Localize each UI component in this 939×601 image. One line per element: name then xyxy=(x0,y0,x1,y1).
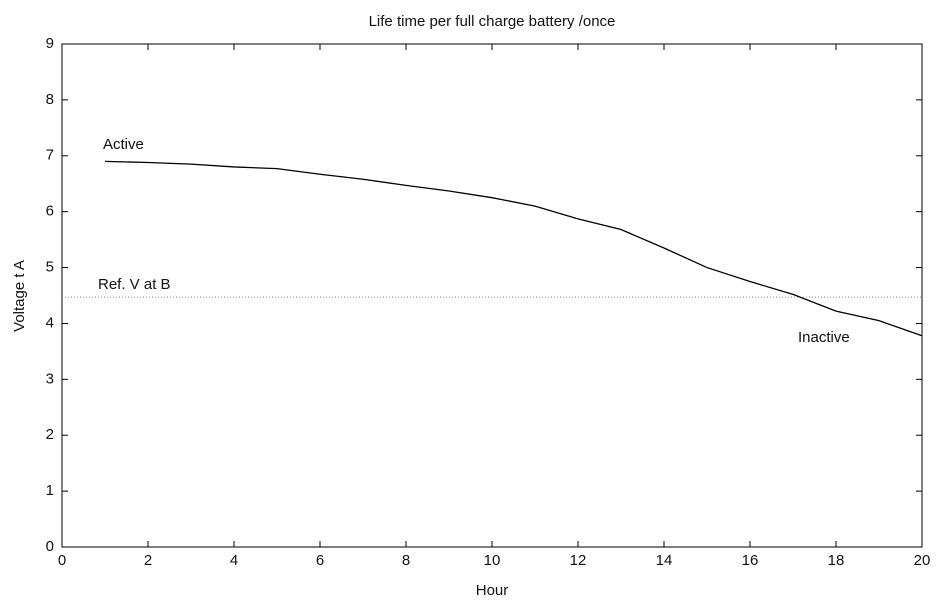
y-tick-label: 0 xyxy=(46,538,54,555)
x-tick-label: 10 xyxy=(484,552,501,569)
y-tick-label: 8 xyxy=(46,91,54,108)
x-tick-label: 20 xyxy=(914,552,931,569)
x-tick-label: 14 xyxy=(656,552,673,569)
x-tick-label: 8 xyxy=(402,552,410,569)
x-tick-label: 0 xyxy=(58,552,66,569)
x-tick-label: 12 xyxy=(570,552,587,569)
y-tick-label: 4 xyxy=(46,314,54,331)
y-tick-label: 5 xyxy=(46,259,54,276)
x-tick-label: 4 xyxy=(230,552,238,569)
y-tick-label: 3 xyxy=(46,370,54,387)
x-tick-label: 6 xyxy=(316,552,324,569)
x-tick-label: 18 xyxy=(828,552,845,569)
annotation: Inactive xyxy=(798,329,850,346)
x-axis-label: Hour xyxy=(476,582,509,599)
chart-title: Life time per full charge battery /once xyxy=(369,13,616,30)
data-line xyxy=(104,160,923,337)
annotation: Active xyxy=(103,136,144,153)
y-axis-label: Voltage t A xyxy=(11,260,28,332)
reference-label: Ref. V at B xyxy=(98,276,171,293)
x-tick-label: 16 xyxy=(742,552,759,569)
y-tick-label: 6 xyxy=(46,203,54,220)
x-tick-label: 2 xyxy=(144,552,152,569)
y-tick-label: 9 xyxy=(46,35,54,52)
y-tick-label: 7 xyxy=(46,147,54,164)
y-tick-label: 2 xyxy=(46,426,54,443)
y-tick-label: 1 xyxy=(46,482,54,499)
